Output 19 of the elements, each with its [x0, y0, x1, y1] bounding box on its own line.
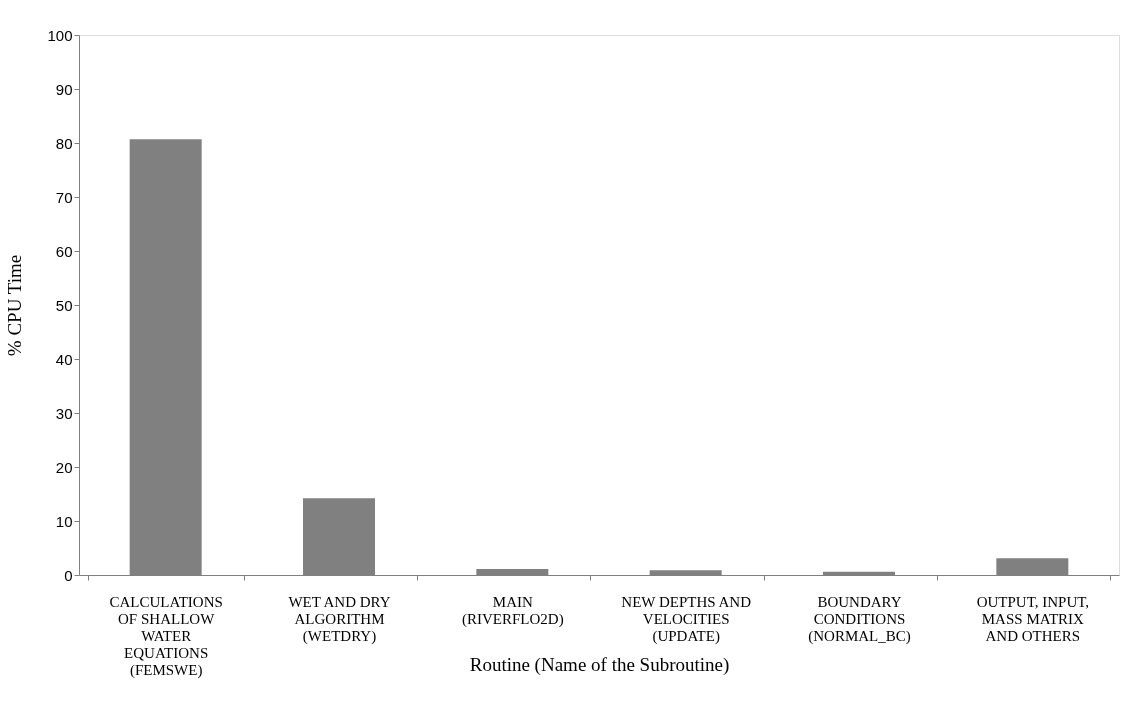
x-tick-label: WET AND DRY ALGORITHM (WETDRY): [288, 593, 391, 645]
y-tick-label: 40: [55, 350, 73, 368]
y-tick-label: 90: [55, 80, 73, 98]
x-tick-label: OUTPUT, INPUT, MASS MATRIX AND OTHERS: [976, 593, 1090, 644]
x-tick-label: MAIN (RIVERFLO2D): [462, 593, 564, 628]
x-axis-title: Routine (Name of the Subroutine): [469, 653, 730, 676]
y-tick-label: 80: [55, 134, 73, 152]
y-tick-label: 50: [55, 296, 73, 314]
x-tick-label: CALCULATIONS OF SHALLOW WATER EQUATIONS (FEMSWE): [109, 593, 223, 679]
y-tick-label: 20: [55, 458, 73, 476]
x-tick-label: NEW DEPTHS AND VELOCITIES (UPDATE): [621, 593, 752, 645]
x-tick-label: BOUNDARY CONDITIONS (NORMAL_BC): [808, 593, 911, 645]
y-axis-title: % CPU Time: [4, 254, 26, 357]
y-tick-label: 30: [55, 404, 73, 422]
y-tick-label: 70: [55, 188, 73, 206]
y-tick-label: 0: [64, 566, 73, 584]
y-tick-label: 100: [47, 26, 73, 44]
y-tick-label: 60: [55, 242, 73, 260]
y-tick-label: 10: [55, 512, 73, 530]
